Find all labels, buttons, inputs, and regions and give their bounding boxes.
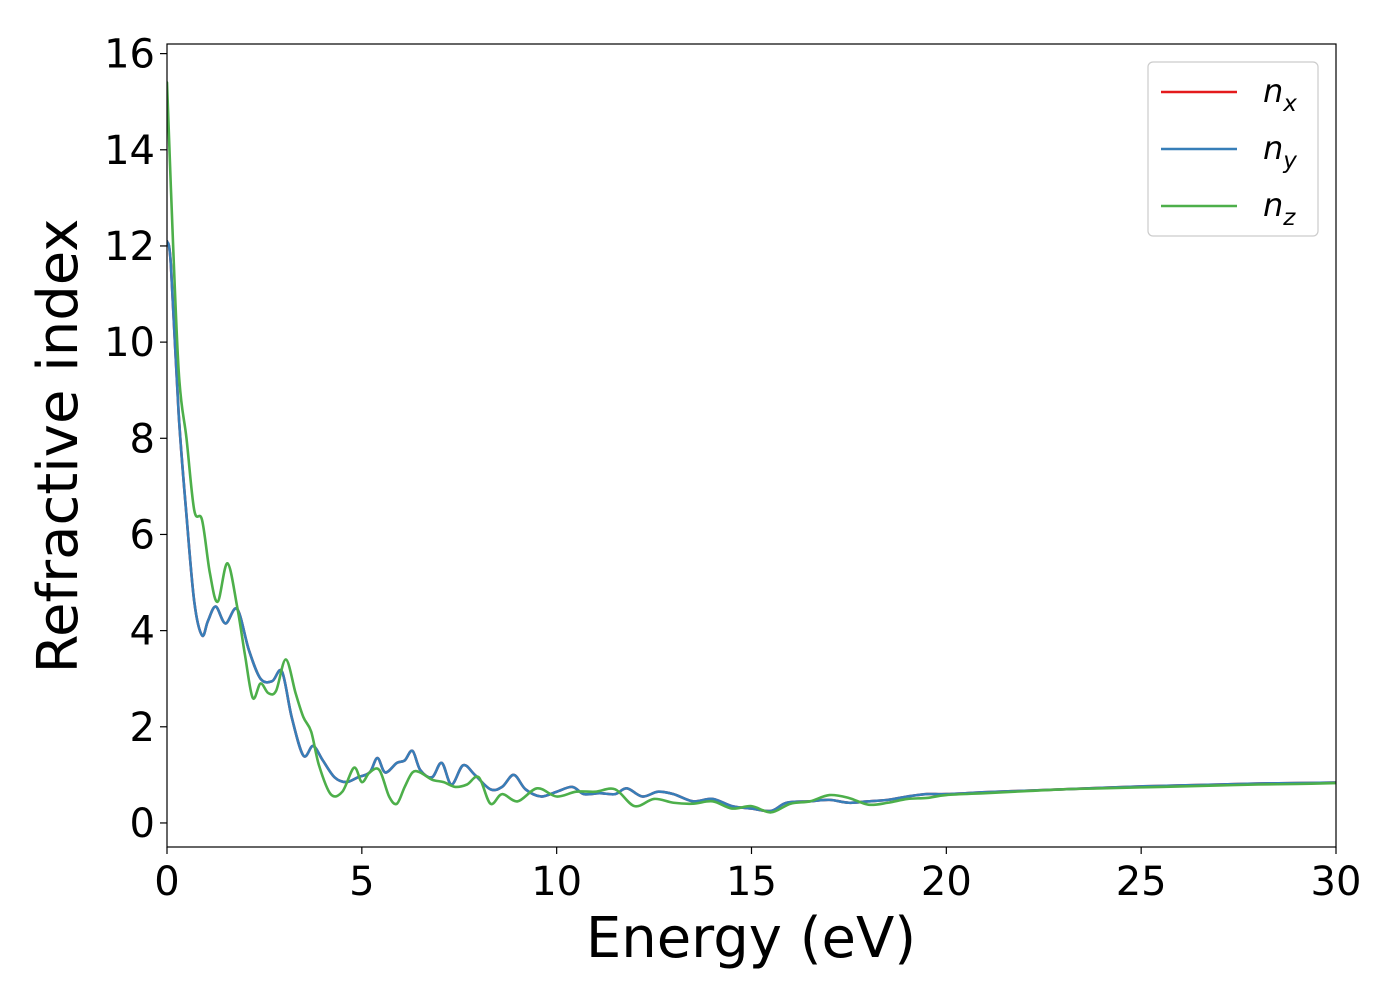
y-tick-label: 6 [130,512,155,558]
x-tick-label: 25 [1116,859,1167,905]
y-tick-label: 2 [130,705,155,751]
series-line-ny [167,239,1336,813]
y-tick-label: 0 [130,801,155,847]
x-tick-label: 15 [726,859,777,905]
y-tick-label: 12 [104,224,155,270]
x-tick-label: 20 [921,859,972,905]
legend: nx ny nz [1147,61,1319,237]
y-axis: 0 2 4 6 8 10 12 14 16 [104,32,167,847]
x-tick-label: 0 [154,859,179,905]
x-tick-label: 10 [531,859,582,905]
y-tick-label: 14 [104,128,155,174]
y-tick-label: 16 [104,32,155,78]
x-tick-label: 5 [349,859,374,905]
y-tick-label: 4 [130,609,155,655]
x-tick-label: 30 [1311,859,1362,905]
series-layer [167,81,1336,814]
y-axis-title: Refractive index [26,219,91,674]
x-axis: 0 5 10 15 20 25 30 [154,847,1361,905]
plot-area [167,44,1336,847]
series-line-nz [167,81,1336,814]
legend-label-nx: nx [1263,72,1297,117]
legend-label-nz: nz [1263,186,1296,231]
y-tick-label: 8 [130,416,155,462]
legend-label-ny: ny [1263,129,1297,174]
y-tick-label: 10 [104,320,155,366]
x-axis-title: Energy (eV) [586,906,916,971]
